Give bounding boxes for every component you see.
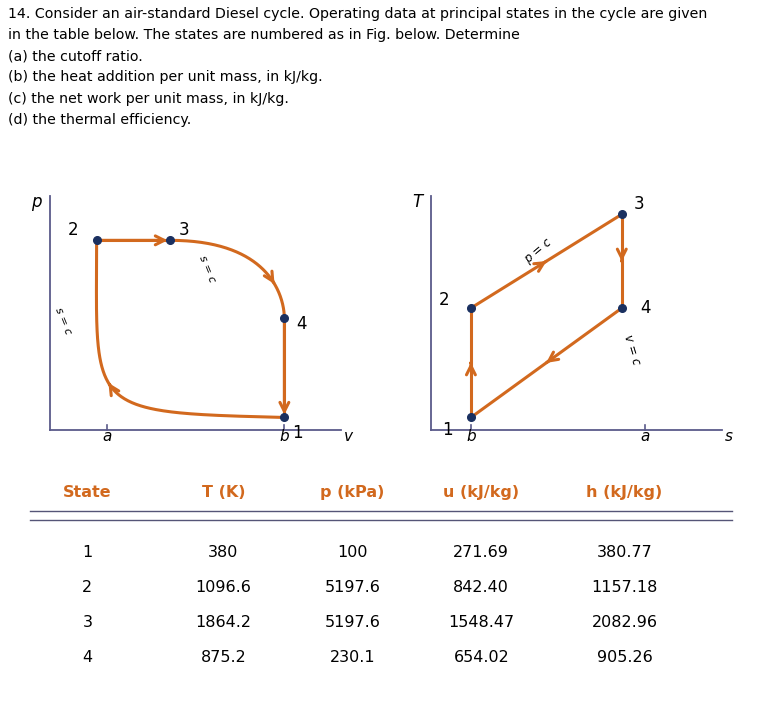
Text: 1: 1	[442, 422, 453, 439]
Text: 4: 4	[640, 299, 651, 317]
Text: b: b	[466, 429, 475, 444]
Text: 905.26: 905.26	[597, 650, 652, 665]
Text: 1096.6: 1096.6	[196, 580, 251, 596]
Text: 842.40: 842.40	[453, 580, 509, 596]
Text: 3: 3	[633, 195, 644, 213]
Text: 875.2: 875.2	[200, 650, 246, 665]
Text: b: b	[280, 429, 290, 444]
Text: v: v	[344, 429, 353, 444]
Text: 380: 380	[208, 546, 239, 560]
Text: u (kJ/kg): u (kJ/kg)	[443, 485, 520, 500]
Text: 3: 3	[178, 221, 189, 239]
Text: 230.1: 230.1	[329, 650, 375, 665]
Text: 654.02: 654.02	[453, 650, 509, 665]
Text: a: a	[641, 429, 650, 444]
Text: s = c: s = c	[53, 306, 73, 336]
Text: s: s	[725, 429, 733, 444]
Text: 2: 2	[82, 580, 92, 596]
Text: 3: 3	[82, 615, 92, 630]
Text: p: p	[31, 194, 41, 211]
Text: 4: 4	[82, 650, 92, 665]
Text: 100: 100	[337, 546, 367, 560]
Text: p = c: p = c	[522, 236, 554, 266]
Text: a: a	[102, 429, 111, 444]
Text: 2: 2	[68, 221, 78, 239]
Text: v = c: v = c	[621, 333, 642, 366]
Text: p (kPa): p (kPa)	[320, 485, 385, 500]
Text: h (kJ/kg): h (kJ/kg)	[587, 485, 663, 500]
Text: 380.77: 380.77	[597, 546, 652, 560]
Text: 1: 1	[293, 424, 303, 442]
Text: 2082.96: 2082.96	[591, 615, 658, 630]
Text: s = c: s = c	[197, 254, 217, 284]
Text: 5197.6: 5197.6	[325, 580, 380, 596]
Text: 5197.6: 5197.6	[325, 615, 380, 630]
Text: 1548.47: 1548.47	[448, 615, 514, 630]
Text: T: T	[412, 194, 422, 211]
Text: 2: 2	[439, 291, 450, 309]
Text: 271.69: 271.69	[453, 546, 509, 560]
Text: 14. Consider an air-standard Diesel cycle. Operating data at principal states in: 14. Consider an air-standard Diesel cycl…	[8, 7, 707, 127]
Text: 4: 4	[296, 315, 306, 333]
Text: 1864.2: 1864.2	[195, 615, 251, 630]
Text: 1: 1	[82, 546, 92, 560]
Text: 1157.18: 1157.18	[591, 580, 658, 596]
Text: T (K): T (K)	[202, 485, 245, 500]
Text: State: State	[63, 485, 112, 500]
